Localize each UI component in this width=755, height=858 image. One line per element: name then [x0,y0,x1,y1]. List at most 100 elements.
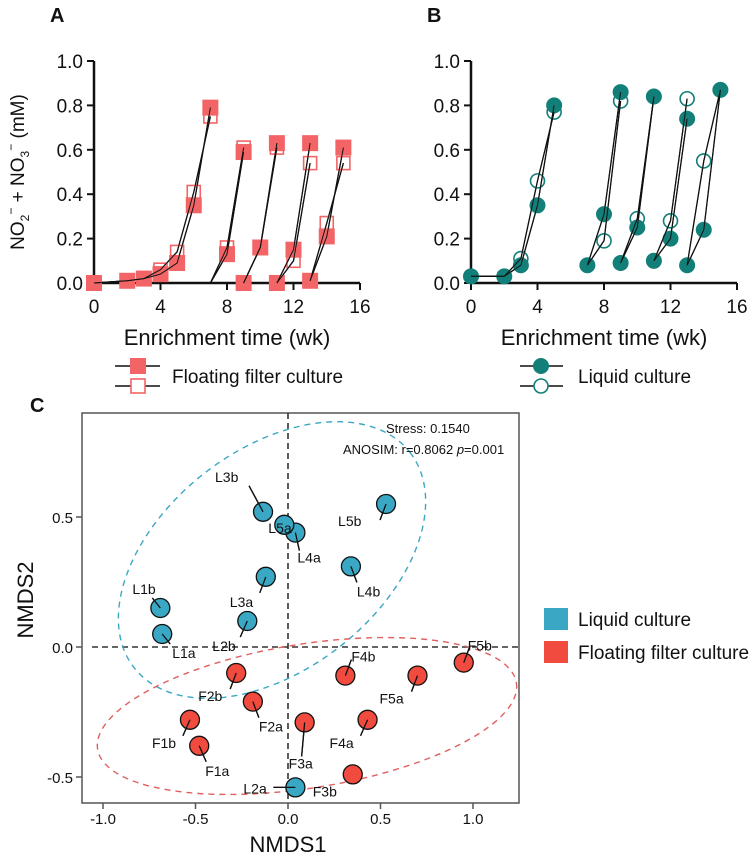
panel-c-xlabel: NMDS1 [249,832,326,857]
panel-b-marker-open-circle [662,213,679,229]
panel-c-y-tick-label: 0.0 [52,640,73,657]
panel-a-y-tick-label: 0.0 [57,274,83,295]
panel-a-marker-open-square [269,275,285,291]
point-label: L2a [243,780,267,796]
panel-b-marker-open-circle [529,173,546,189]
point-leader-line-overlay [350,566,358,583]
panel-b-series-line-overlay [620,96,655,264]
panel-b-y-tick-label: 0.4 [434,185,461,206]
panel-label-c: C [30,395,44,417]
panel-b-y-tick-label: 0.0 [434,274,460,295]
floating-confidence-ellipse [96,636,518,796]
panel-a-x-tick-label: 4 [155,297,166,318]
point-label: F2a [259,719,283,735]
panel-a-y-tick-label: 0.8 [57,96,83,117]
panel-a-series-line-overlay [243,143,278,284]
panel-c-ylabel: NMDS2 [13,561,38,638]
point-leader-line-overlay [161,633,171,645]
point-leader-line-overlay [229,672,237,690]
panel-b-marker-open-circle [712,82,729,98]
panel-b-chart: 0 4 8 12 16 0.0 0.2 0.4 0.6 0.8 1.0 [434,52,748,318]
panel-b-x-tick-label: 4 [532,297,543,318]
panel-c-x-tick-label: -1.0 [90,811,116,828]
panel-b-marker-open-circle [646,252,662,269]
panel-a-ylabel: NO2− + NO3− (mM) [4,94,32,250]
panel-a-chart: 0 4 8 12 16 0.0 0.2 0.4 0.6 0.8 1.0 [57,52,371,318]
point-leader-line-overlay [151,597,161,609]
panel-b-marker-open-circle [612,255,629,271]
point-label: F1b [152,735,176,751]
panel-a-series-line [309,147,345,282]
panel-c-y-tick-label: -0.5 [47,770,73,787]
panel-b-marker-filled-circle [645,252,662,269]
panel-b-series-line-overlay [686,89,721,266]
point-label: F2b [198,688,222,704]
point-leader-line-overlay [182,719,191,737]
panel-a-series-line [276,162,311,284]
panel-c-plot-frame [81,412,520,804]
panel-a-series-line-overlay [243,147,278,284]
panel-a-x-tick-label: 12 [283,297,304,318]
panel-b-marker-open-circle [579,257,596,274]
panel-b-x-tick-label: 0 [466,297,477,318]
panel-a-marker-open-square [252,240,268,255]
panel-a-marker-open-square [186,184,202,200]
point-leader-line-overlay [379,503,387,521]
panel-c-x-tick-label: 0.0 [278,811,299,828]
legend-liquid-swatch [544,608,568,630]
panel-label-b: B [427,5,441,27]
point-label: L1a [172,645,196,661]
point-leader-line-overlay [301,722,306,757]
point-label: F1a [205,763,229,779]
panel-c-x-tick-label: -0.5 [183,811,209,828]
legend-floating-swatch [544,641,568,663]
panel-c-x-tick-label: 0.5 [370,811,391,828]
panel-a-y-tick-label: 0.6 [57,141,83,162]
panel-a-series-line-overlay [93,116,211,284]
panel-b-marker-filled-circle [679,257,696,274]
liquid-confidence-ellipse [117,421,427,699]
panel-a-x-tick-label: 8 [222,297,233,318]
panel-a-series-line-overlay [209,151,245,284]
legend-liquid-label: Liquid culture [578,610,691,631]
point-label: L3b [215,469,239,485]
panel-b-series-line [471,105,555,277]
panel-b-marker-open-circle [679,257,695,274]
panel-a-marker-filled-square [268,275,285,291]
panel-a-legend-label: Floating filter culture [172,367,343,388]
panel-b-x-tick-label: 8 [599,297,610,318]
panel-a-marker-open-square [269,140,285,155]
ordination-point-l5a [274,514,295,535]
panel-a-marker-open-square [236,275,251,291]
panel-b-series-line [471,111,555,277]
point-label: L4b [357,583,381,599]
panel-a-series-line-overlay [276,143,311,284]
point-label: L1b [132,581,156,597]
panel-b-y-tick-label: 0.6 [434,141,460,162]
panel-a-y-tick-label: 0.2 [57,230,83,251]
point-label: F5a [380,691,404,707]
panel-a-y-tick-label: 1.0 [57,52,83,73]
panel-b-x-tick-label: 16 [726,297,747,318]
point-leader-line-overlay [198,745,207,763]
panel-b-series-line-overlay [653,98,688,261]
panel-b-series-line [619,96,655,264]
panel-a-series-line [209,147,245,284]
legend-filled-circle-icon [533,358,549,374]
point-leader-line-overlay [239,620,248,638]
panel-b-x-tick-label: 12 [660,297,681,318]
panel-a-series-line-overlay [209,147,245,284]
panel-c-y-tick-label: 0.5 [52,510,73,527]
panel-a-marker-open-square [302,273,318,289]
point-label: F3a [289,755,313,771]
panel-b-series-line-overlay [686,89,721,266]
point-label: F4a [330,735,354,751]
panel-a-x-tick-label: 0 [89,297,100,318]
panel-a-series-line-overlay [309,162,344,281]
panel-b-marker-filled-circle [612,255,629,272]
panel-c-legend: Liquid culture Floating filter culture [544,608,749,664]
panel-b-series-line-overlay [620,96,655,264]
panel-b-series-line-overlay [471,111,555,277]
point-leader-line-overlay [359,719,369,737]
